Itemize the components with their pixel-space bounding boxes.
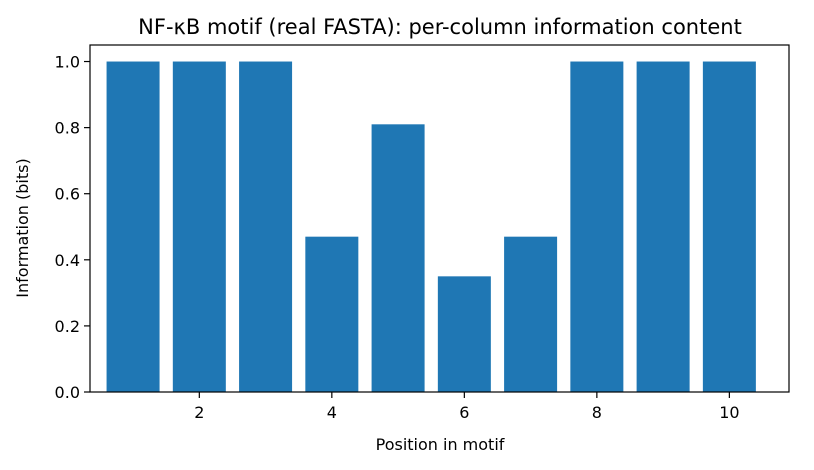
x-tick-label: 2	[194, 403, 204, 422]
plot-frame	[89, 44, 790, 393]
y-tick-label: 0.4	[55, 251, 80, 270]
bar-position-3	[239, 61, 293, 393]
y-tick-label: 1.0	[55, 53, 80, 72]
bar-position-4	[305, 236, 359, 392]
y-tick-label: 0.2	[55, 317, 80, 336]
x-tick-label: 10	[719, 403, 739, 422]
x-axis-label: Position in motif	[376, 435, 505, 454]
y-tick-label: 0.8	[55, 119, 80, 138]
bar-position-7	[504, 236, 558, 392]
y-tick-label: 0.6	[55, 185, 80, 204]
bar-position-10	[702, 61, 756, 393]
y-axis-ticks: 0.0 0.2 0.4 0.6 0.8 1.0	[55, 53, 90, 402]
x-tick-label: 4	[327, 403, 337, 422]
bar-position-2	[172, 61, 226, 393]
x-axis-ticks: 2 4 6 8 10	[194, 392, 740, 422]
y-tick-label: 0.0	[55, 383, 80, 402]
bar-position-1	[106, 61, 160, 393]
bar-position-9	[636, 61, 690, 393]
y-axis-label: Information (bits)	[13, 158, 32, 297]
bar-position-6	[437, 276, 491, 392]
bars-group	[106, 61, 756, 393]
bar-position-5	[371, 124, 425, 393]
x-tick-label: 8	[592, 403, 602, 422]
chart-title: NF-κB motif (real FASTA): per-column inf…	[138, 15, 742, 39]
x-tick-label: 6	[459, 403, 469, 422]
bar-position-8	[570, 61, 624, 393]
